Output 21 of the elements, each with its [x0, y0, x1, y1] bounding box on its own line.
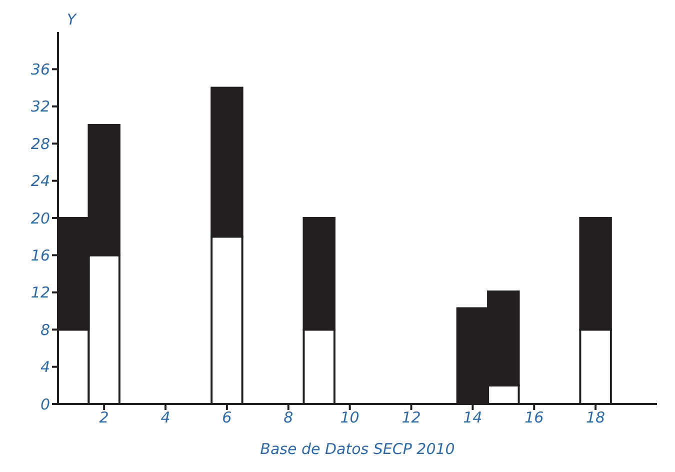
x-tick-label: 4 — [160, 408, 170, 427]
y-axis-title: Y — [66, 10, 78, 29]
x-tick-label: 8 — [284, 408, 294, 427]
y-tick-label: 20 — [30, 209, 50, 228]
y-tick-label: 0 — [40, 395, 50, 414]
y-tick-label: 12 — [30, 284, 50, 302]
y-tick-label: 28 — [30, 134, 50, 153]
y-tick-label: 32 — [30, 98, 50, 116]
x-tick-label: 16 — [524, 408, 544, 427]
x-tick-label: 14 — [463, 408, 482, 427]
y-tick-label: 24 — [30, 172, 50, 190]
y-tick-label: 36 — [30, 60, 50, 79]
x-tick-label: 6 — [222, 408, 232, 427]
x-tick-label: 10 — [340, 408, 360, 427]
x-tick-label: 2 — [99, 408, 109, 427]
y-tick-label: 4 — [40, 358, 50, 376]
x-tick-label: 12 — [402, 408, 421, 427]
y-tick-label: 8 — [40, 320, 50, 339]
x-tick-label: 18 — [586, 408, 606, 427]
x-axis-title: Base de Datos SECP 2010 — [260, 440, 455, 458]
y-tick-label: 16 — [30, 246, 50, 265]
